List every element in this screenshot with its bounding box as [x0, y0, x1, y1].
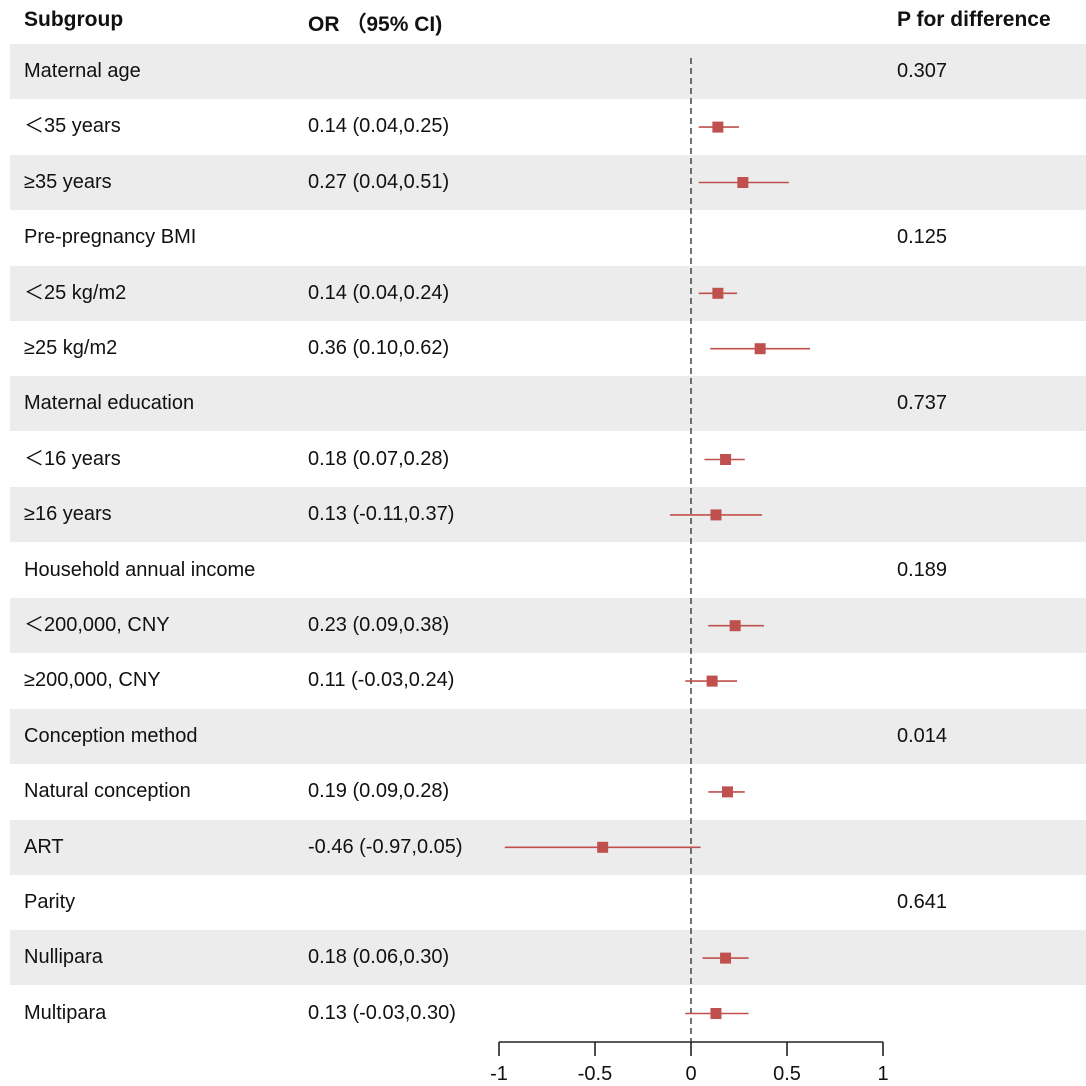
x-tick-label: -0.5 [578, 1063, 612, 1085]
table-row: Natural conception 0.19 (0.09,0.28) [10, 764, 1086, 819]
header-subgroup: Subgroup [24, 8, 124, 31]
table-row: ≥35 years 0.27 (0.04,0.51) [10, 154, 1086, 210]
subgroup-label: Multipara [24, 1001, 107, 1024]
subgroup-label: Pre-pregnancy BMI [24, 226, 197, 249]
table-row: ≥16 years 0.13 (-0.11,0.37) [10, 487, 1086, 543]
subgroup-label: ART [24, 835, 64, 858]
subgroup-label: Maternal education [24, 392, 195, 415]
or-ci-value: 0.27 (0.04,0.51) [308, 170, 450, 193]
table-row: Conception method 0.014 [10, 708, 1086, 764]
estimate-marker [754, 343, 766, 355]
p-difference-value: 0.641 [897, 891, 948, 913]
x-tick-label: 1 [877, 1063, 888, 1085]
or-ci-value: 0.19 (0.09,0.28) [308, 780, 450, 803]
or-ci-value: 0.14 (0.04,0.25) [308, 115, 450, 138]
or-ci-value: -0.46 (-0.97,0.05) [308, 835, 463, 858]
table-row: Multipara 0.13 (-0.03,0.30) [10, 986, 1086, 1041]
subgroup-label: ≥16 years [24, 503, 112, 526]
p-difference-value: 0.125 [897, 226, 948, 249]
subgroup-label: Maternal age [24, 60, 141, 82]
table-row: ＜35 years 0.14 (0.04,0.25) [10, 99, 1086, 154]
x-tick-label: 0.5 [773, 1063, 801, 1085]
p-difference-value: 0.189 [897, 558, 948, 581]
estimate-marker [597, 841, 609, 853]
p-difference-value: 0.307 [897, 60, 948, 82]
table-row: Pre-pregnancy BMI 0.125 [10, 210, 1086, 265]
table-row: Maternal education 0.737 [10, 376, 1086, 432]
table-row: Household annual income 0.189 [10, 543, 1086, 598]
or-ci-value: 0.14 (0.04,0.24) [308, 281, 450, 304]
estimate-marker [712, 287, 724, 299]
header-or-ci: OR （95% CI) [308, 13, 443, 36]
table-row: ＜25 kg/m2 0.14 (0.04,0.24) [10, 265, 1086, 321]
estimate-marker [720, 952, 732, 964]
p-difference-value: 0.014 [897, 724, 948, 747]
subgroup-label: Nullipara [24, 946, 103, 969]
subgroup-label: Parity [24, 891, 76, 913]
subgroup-label: Conception method [24, 724, 198, 747]
or-ci-value: 0.13 (-0.11,0.37) [308, 503, 455, 526]
estimate-marker [710, 509, 722, 521]
estimate-marker [720, 454, 732, 465]
or-ci-value: 0.13 (-0.03,0.30) [308, 1001, 456, 1024]
subgroup-label: ＜35 years [24, 115, 121, 138]
x-tick-label: 0 [685, 1063, 696, 1085]
table-row: Nullipara 0.18 (0.06,0.30) [10, 930, 1086, 986]
or-ci-value: 0.18 (0.06,0.30) [308, 946, 450, 969]
subgroup-label: ≥200,000, CNY [24, 669, 161, 692]
p-difference-value: 0.737 [897, 392, 948, 415]
subgroup-label: ≥35 years [24, 170, 112, 193]
or-ci-value: 0.18 (0.07,0.28) [308, 447, 450, 470]
estimate-marker [737, 177, 749, 188]
subgroup-label: ＜25 kg/m2 [24, 281, 127, 304]
subgroup-label: Natural conception [24, 780, 191, 803]
subgroup-label: ＜200,000, CNY [24, 614, 170, 636]
table-row: ＜200,000, CNY 0.23 (0.09,0.38) [10, 598, 1086, 653]
table-row: ≥25 kg/m2 0.36 (0.10,0.62) [10, 321, 1086, 376]
estimate-marker [721, 786, 733, 798]
subgroup-label: Household annual income [24, 558, 256, 581]
estimate-marker [729, 620, 741, 632]
table-header: Subgroup OR （95% CI) P for difference [0, 0, 1086, 44]
table-row: ≥200,000, CNY 0.11 (-0.03,0.24) [10, 653, 1086, 708]
table-row: ＜16 years 0.18 (0.07,0.28) [10, 432, 1086, 487]
estimate-marker [706, 675, 718, 687]
or-ci-value: 0.23 (0.09,0.38) [308, 614, 450, 636]
subgroup-label: ≥25 kg/m2 [24, 337, 118, 359]
header-p-difference: P for difference [897, 8, 1051, 31]
subgroup-label: ＜16 years [24, 447, 121, 470]
x-tick-label: -1 [490, 1063, 508, 1085]
estimate-marker [712, 121, 724, 133]
table-row: Parity 0.641 [10, 875, 1086, 930]
or-ci-value: 0.11 (-0.03,0.24) [308, 669, 455, 692]
estimate-marker [710, 1008, 722, 1019]
or-ci-value: 0.36 (0.10,0.62) [308, 337, 450, 359]
table-row: Maternal age 0.307 [10, 44, 1086, 99]
